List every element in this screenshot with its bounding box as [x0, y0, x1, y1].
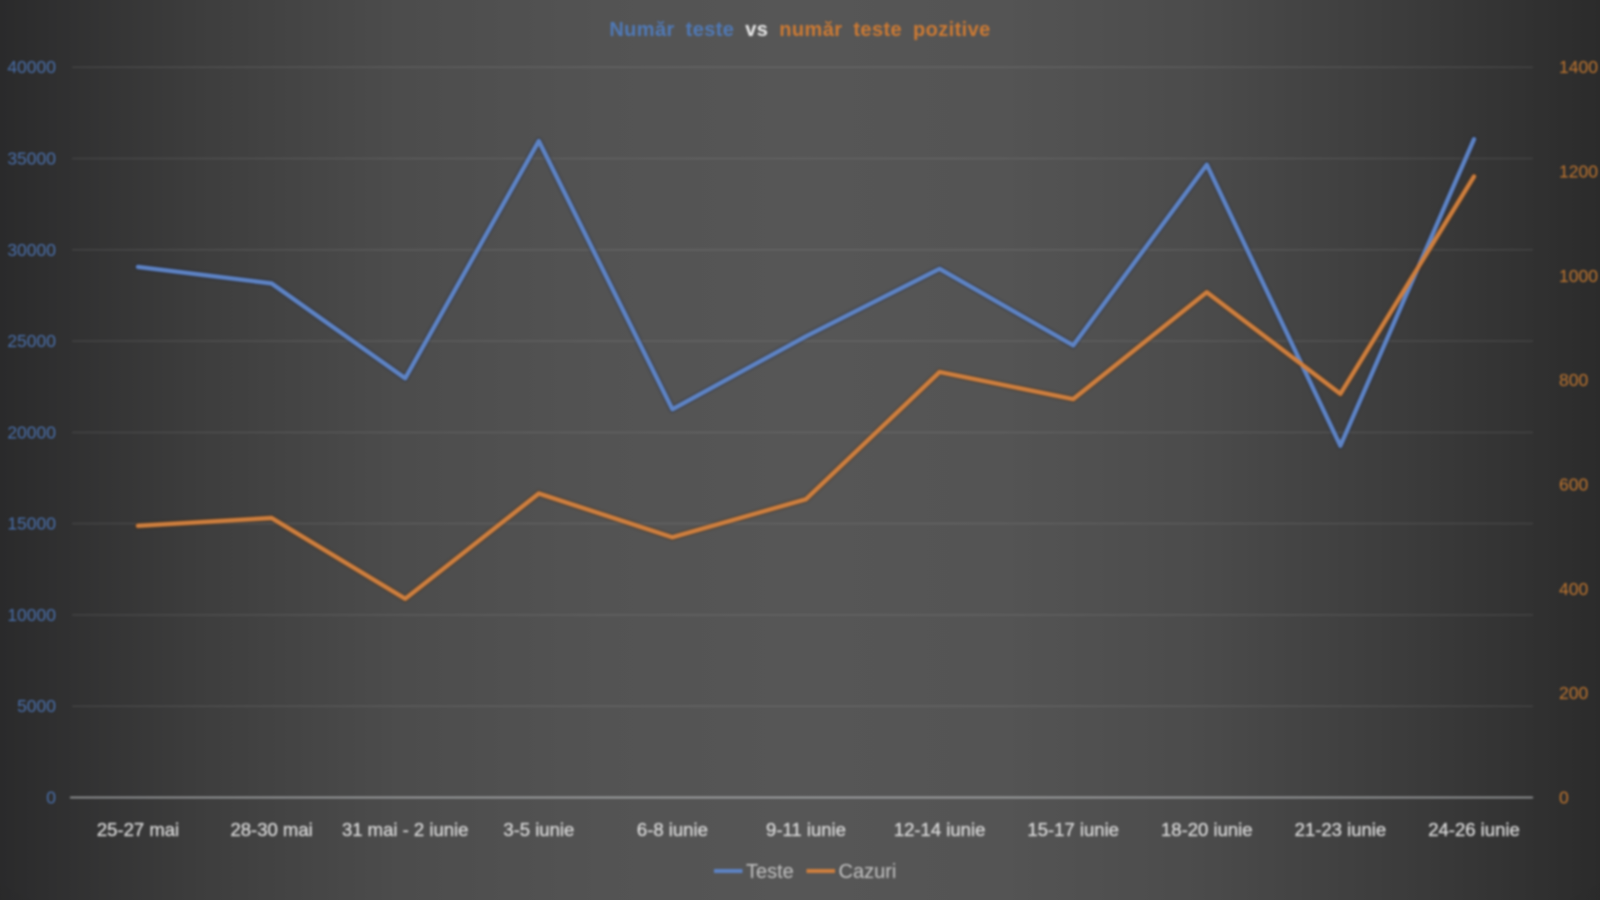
svg-text:25000: 25000 [7, 331, 56, 351]
svg-text:600: 600 [1559, 475, 1588, 495]
svg-text:12-14 iunie: 12-14 iunie [894, 819, 986, 840]
svg-text:400: 400 [1559, 579, 1588, 599]
svg-text:1200: 1200 [1559, 161, 1598, 181]
svg-text:0: 0 [46, 788, 56, 808]
svg-text:15-17 iunie: 15-17 iunie [1027, 819, 1119, 840]
svg-text:25-27 mai: 25-27 mai [97, 819, 179, 840]
svg-text:Teste: Teste [746, 861, 794, 883]
svg-text:30000: 30000 [7, 240, 56, 260]
svg-text:10000: 10000 [7, 605, 56, 625]
svg-text:31 mai - 2 iunie: 31 mai - 2 iunie [342, 819, 468, 840]
svg-text:20000: 20000 [7, 422, 56, 442]
svg-text:5000: 5000 [17, 696, 56, 716]
svg-text:21-23 iunie: 21-23 iunie [1295, 819, 1387, 840]
svg-text:9-11 iunie: 9-11 iunie [766, 819, 846, 840]
svg-text:800: 800 [1559, 370, 1588, 390]
svg-text:1400: 1400 [1559, 57, 1598, 77]
svg-text:200: 200 [1559, 683, 1588, 703]
svg-text:Cazuri: Cazuri [839, 861, 897, 883]
svg-text:28-30 mai: 28-30 mai [230, 819, 312, 840]
svg-text:Număr teste vs număr teste poz: Număr teste vs număr teste pozitive [609, 19, 990, 41]
svg-text:6-8 iunie: 6-8 iunie [637, 819, 708, 840]
svg-text:3-5 iunie: 3-5 iunie [503, 819, 574, 840]
svg-text:24-26 iunie: 24-26 iunie [1428, 819, 1520, 840]
svg-text:35000: 35000 [7, 149, 56, 169]
svg-text:15000: 15000 [7, 514, 56, 534]
svg-text:18-20 iunie: 18-20 iunie [1161, 819, 1253, 840]
svg-text:0: 0 [1559, 788, 1569, 808]
svg-text:1000: 1000 [1559, 266, 1598, 286]
svg-text:40000: 40000 [7, 57, 56, 77]
